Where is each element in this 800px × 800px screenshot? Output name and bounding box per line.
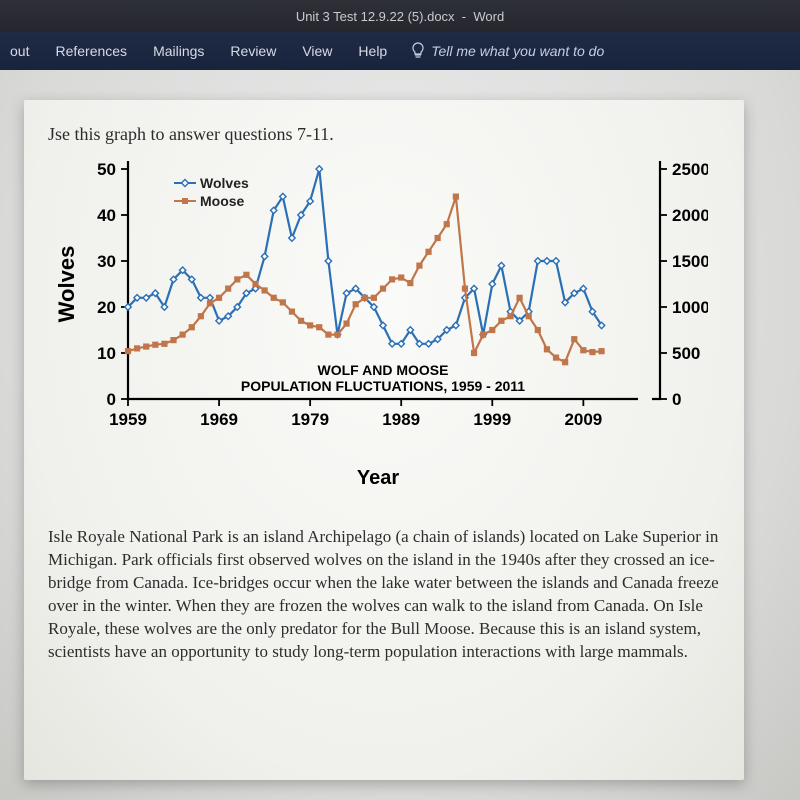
document-filename: Unit 3 Test 12.9.22 (5).docx (296, 9, 455, 24)
tell-me-placeholder: Tell me what you want to do (431, 43, 604, 59)
tell-me-search[interactable]: Tell me what you want to do (411, 42, 604, 60)
svg-text:2000: 2000 (672, 206, 708, 225)
svg-text:1959: 1959 (109, 410, 147, 429)
svg-text:500: 500 (672, 344, 700, 363)
svg-text:10: 10 (97, 344, 116, 363)
document-background: Jse this graph to answer questions 7-11.… (0, 70, 800, 800)
svg-text:50: 50 (97, 160, 116, 179)
svg-text:Moose: Moose (200, 193, 245, 209)
svg-text:2009: 2009 (564, 410, 602, 429)
ribbon-tab-view[interactable]: View (300, 39, 334, 63)
svg-text:1500: 1500 (672, 252, 708, 271)
context-paragraph: Isle Royale National Park is an island A… (48, 526, 728, 664)
population-chart: 0102030405005001000150020002500195919691… (48, 151, 708, 461)
ribbon-tab-layout-cut[interactable]: out (8, 39, 31, 63)
document-page: Jse this graph to answer questions 7-11.… (24, 100, 744, 780)
svg-text:1979: 1979 (291, 410, 329, 429)
svg-text:0: 0 (672, 390, 681, 409)
ribbon-tab-references[interactable]: References (53, 39, 129, 63)
svg-text:Wolves: Wolves (200, 175, 249, 191)
svg-text:1000: 1000 (672, 298, 708, 317)
question-instruction: Jse this graph to answer questions 7-11. (48, 124, 708, 145)
titlebar-app-title: Unit 3 Test 12.9.22 (5).docx - Word (0, 0, 800, 32)
svg-text:2500: 2500 (672, 160, 708, 179)
x-axis-label: Year (48, 467, 708, 490)
svg-text:Wolves: Wolves (54, 246, 79, 323)
ribbon-tabs: out References Mailings Review View Help… (0, 32, 800, 70)
svg-text:20: 20 (97, 298, 116, 317)
svg-text:WOLF AND MOOSE: WOLF AND MOOSE (318, 362, 449, 378)
svg-text:30: 30 (97, 252, 116, 271)
svg-text:POPULATION FLUCTUATIONS, 1959: POPULATION FLUCTUATIONS, 1959 - 2011 (241, 378, 525, 394)
app-name: Word (473, 9, 504, 24)
svg-text:40: 40 (97, 206, 116, 225)
svg-text:1989: 1989 (382, 410, 420, 429)
svg-text:1969: 1969 (200, 410, 238, 429)
svg-text:0: 0 (107, 390, 116, 409)
svg-text:1999: 1999 (473, 410, 511, 429)
ribbon-tab-help[interactable]: Help (356, 39, 389, 63)
ribbon-tab-review[interactable]: Review (228, 39, 278, 63)
chart-svg: 0102030405005001000150020002500195919691… (48, 151, 708, 451)
ribbon-tab-mailings[interactable]: Mailings (151, 39, 206, 63)
lightbulb-icon (411, 42, 425, 60)
